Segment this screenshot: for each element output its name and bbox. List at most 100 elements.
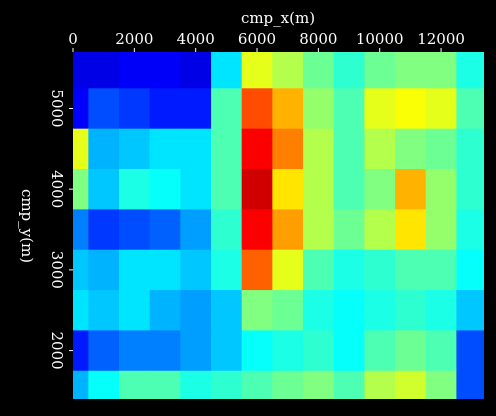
heatmap-cell xyxy=(456,169,484,210)
heatmap-cell xyxy=(211,209,243,251)
heatmap-cell xyxy=(272,209,304,251)
heatmap-cell xyxy=(303,169,335,210)
heatmap-cell xyxy=(149,249,181,291)
heatmap-cell xyxy=(119,249,151,291)
heatmap-cell xyxy=(149,209,181,251)
heatmap-cell xyxy=(180,169,212,210)
heatmap-cell xyxy=(73,52,89,89)
x-tick-label: 12000 xyxy=(417,30,465,48)
heatmap-cell xyxy=(425,330,457,372)
heatmap-cell xyxy=(456,249,484,291)
heatmap-cell xyxy=(364,52,396,89)
heatmap-cell xyxy=(88,128,120,170)
heatmap-cell xyxy=(272,88,304,130)
heatmap-cell xyxy=(119,209,151,251)
heatmap-cell xyxy=(272,370,304,399)
heatmap-cell xyxy=(119,370,151,399)
heatmap-cell xyxy=(456,370,484,399)
heatmap-cell xyxy=(88,290,120,332)
heatmap-cell xyxy=(73,128,89,170)
heatmap-cell xyxy=(364,128,396,170)
heatmap-cell xyxy=(395,169,427,210)
heatmap-cell xyxy=(395,330,427,372)
heatmap-cell xyxy=(149,128,181,170)
heatmap-cell xyxy=(73,370,89,399)
heatmap-cell xyxy=(180,249,212,291)
heatmap-cell xyxy=(149,330,181,372)
heatmap-cell xyxy=(73,209,89,251)
x-tick-label: 8000 xyxy=(299,30,337,48)
heatmap-cell xyxy=(241,209,273,251)
heatmap-cell xyxy=(211,290,243,332)
x-tick-label: 2000 xyxy=(115,30,153,48)
heatmap-cell xyxy=(241,88,273,130)
heatmap-cell xyxy=(425,290,457,332)
heatmap-cell xyxy=(456,88,484,130)
y-tick-label: 5000 xyxy=(48,89,66,127)
heatmap-cell xyxy=(425,128,457,170)
heatmap-cell xyxy=(241,330,273,372)
heatmap-cell xyxy=(180,128,212,170)
heatmap-cell xyxy=(395,52,427,89)
heatmap-cell xyxy=(425,52,457,89)
heatmap-cell xyxy=(395,249,427,291)
heatmap-cell xyxy=(333,249,365,291)
heatmap-cell xyxy=(364,209,396,251)
heatmap-cell xyxy=(333,290,365,332)
heatmap-cell xyxy=(180,88,212,130)
heatmap-cell xyxy=(456,330,484,372)
heatmap-cell xyxy=(364,330,396,372)
heatmap-cell xyxy=(303,249,335,291)
heatmap-cell xyxy=(333,330,365,372)
heatmap-cell xyxy=(119,128,151,170)
heatmap-cell xyxy=(272,52,304,89)
heatmap-cell xyxy=(88,88,120,130)
heatmap-cell xyxy=(119,330,151,372)
heatmap-image xyxy=(73,52,484,399)
heatmap-cell xyxy=(241,370,273,399)
heatmap-cell xyxy=(303,370,335,399)
heatmap-cell xyxy=(73,249,89,291)
heatmap-cell xyxy=(211,330,243,372)
heatmap-cell xyxy=(272,128,304,170)
x-tick-label: 10000 xyxy=(356,30,404,48)
y-axis-label: cmp_y(m) xyxy=(18,189,36,263)
heatmap-cell xyxy=(88,169,120,210)
heatmap-cell xyxy=(364,88,396,130)
y-axis: 2000 3000 4000 5000 xyxy=(48,89,73,370)
heatmap-cell xyxy=(364,370,396,399)
y-tick-label: 4000 xyxy=(48,170,66,208)
heatmap-cell xyxy=(211,88,243,130)
heatmap-cell xyxy=(211,249,243,291)
y-tick-label: 2000 xyxy=(48,331,66,369)
heatmap-cell xyxy=(73,169,89,210)
heatmap-cell xyxy=(395,370,427,399)
heatmap-cell xyxy=(88,52,120,89)
heatmap-cell xyxy=(425,88,457,130)
heatmap-cell xyxy=(395,209,427,251)
heatmap-cell xyxy=(88,370,120,399)
heatmap-cell xyxy=(364,169,396,210)
heatmap-cell xyxy=(119,88,151,130)
heatmap-cell xyxy=(149,52,181,89)
heatmap-cell xyxy=(119,290,151,332)
heatmap-cell xyxy=(241,290,273,332)
heatmap-cell xyxy=(333,128,365,170)
heatmap-cell xyxy=(149,88,181,130)
heatmap-cell xyxy=(364,290,396,332)
heatmap-cell xyxy=(395,128,427,170)
x-tick-label: 4000 xyxy=(177,30,215,48)
heatmap-cell xyxy=(425,249,457,291)
heatmap-cell xyxy=(73,290,89,332)
x-axis-label: cmp_x(m) xyxy=(241,9,315,27)
heatmap-cell xyxy=(456,209,484,251)
heatmap-cell xyxy=(211,128,243,170)
heatmap-cell xyxy=(272,249,304,291)
x-axis: 0 2000 4000 6000 8000 10000 12000 xyxy=(68,30,465,52)
heatmap-cell xyxy=(333,209,365,251)
heatmap-cell xyxy=(303,290,335,332)
heatmap-cell xyxy=(241,169,273,210)
heatmap-cell xyxy=(333,52,365,89)
heatmap-cell xyxy=(425,370,457,399)
heatmap-cell xyxy=(303,52,335,89)
